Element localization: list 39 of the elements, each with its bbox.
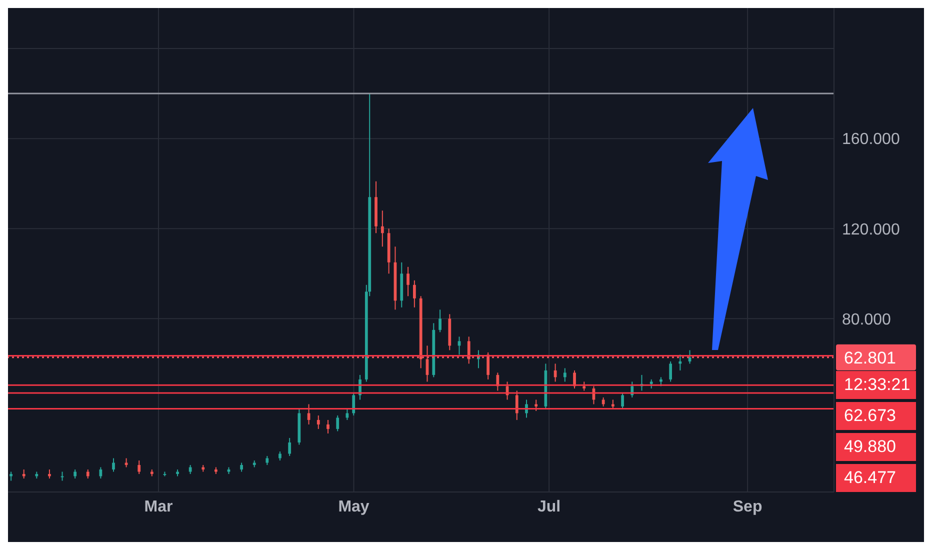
candlestick xyxy=(307,404,310,425)
ref-line-label: 62.801 xyxy=(844,348,896,368)
candlestick xyxy=(412,280,416,308)
y-tick-label: 120.000 xyxy=(842,221,900,238)
candlestick xyxy=(650,378,653,389)
candlestick xyxy=(316,414,320,430)
candlestick xyxy=(326,419,330,434)
candlestick xyxy=(563,368,566,382)
candlestick xyxy=(467,336,470,364)
candlestick xyxy=(380,210,384,248)
y-tick-label: 80.000 xyxy=(842,311,892,328)
candlestick xyxy=(188,464,192,474)
x-tick-label: May xyxy=(338,498,370,516)
candlestick xyxy=(573,370,576,389)
candlestick xyxy=(534,399,538,412)
x-tick-label: Mar xyxy=(144,498,173,516)
y-tick-label: 160.000 xyxy=(842,131,900,148)
candlestick xyxy=(582,381,586,392)
candlestick xyxy=(621,392,624,410)
candlestick xyxy=(678,354,682,371)
candlestick xyxy=(611,399,614,410)
text: 12:33:21 xyxy=(836,371,916,400)
candlestick xyxy=(515,390,518,420)
candlestick xyxy=(669,360,672,382)
x-tick-label: Sep xyxy=(732,498,762,516)
x-tick-label: Jul xyxy=(538,498,561,516)
candlestick xyxy=(352,392,356,416)
text: 46.477 xyxy=(836,464,916,492)
candlestick xyxy=(288,437,292,456)
candlestick xyxy=(240,462,243,472)
candlestick xyxy=(438,309,442,333)
text: 49.880 xyxy=(836,433,916,462)
candlestick xyxy=(266,455,269,466)
candlestick xyxy=(406,266,410,297)
candlestick xyxy=(602,396,605,407)
candlestick xyxy=(278,450,282,461)
candlestick xyxy=(486,352,490,380)
candlestick xyxy=(336,414,340,432)
text: 62.673 xyxy=(836,402,916,430)
